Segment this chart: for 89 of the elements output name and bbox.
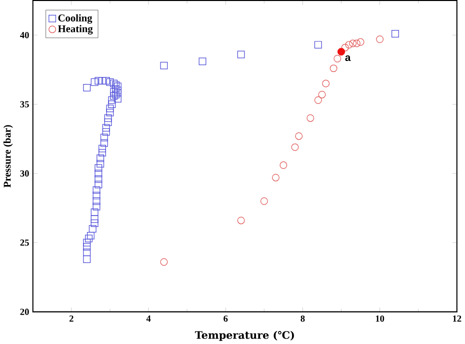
point — [237, 50, 245, 58]
point — [94, 180, 102, 188]
y-tick-label: 20 — [20, 308, 29, 315]
point — [291, 143, 299, 151]
point — [341, 44, 349, 52]
point — [114, 89, 122, 97]
point — [92, 197, 100, 205]
point — [100, 139, 108, 147]
annotation: a — [345, 55, 351, 61]
x-axis-title: Temperature (℃) — [194, 330, 294, 341]
point — [330, 64, 338, 72]
point — [108, 100, 116, 108]
point — [110, 88, 118, 96]
x-tick-label: 8 — [300, 315, 305, 322]
point — [318, 90, 326, 98]
point — [92, 186, 100, 194]
point — [96, 154, 104, 162]
point — [272, 174, 280, 182]
x-tick-label: 2 — [70, 315, 74, 322]
point — [94, 164, 102, 172]
point — [92, 202, 100, 210]
point — [90, 78, 98, 86]
point — [314, 96, 322, 104]
point — [83, 238, 91, 246]
point — [112, 85, 120, 93]
point — [337, 48, 346, 56]
point — [114, 82, 122, 90]
point — [94, 76, 102, 84]
legend-label: Heating — [58, 24, 93, 34]
y-tick-label: 40 — [20, 32, 29, 38]
point — [94, 175, 102, 183]
y-tick-label: 25 — [20, 239, 29, 246]
y-axis-title: Pressure (bar) — [3, 124, 13, 188]
point — [90, 208, 98, 216]
point — [108, 96, 116, 104]
point — [102, 124, 110, 132]
point — [83, 255, 91, 263]
point — [104, 118, 112, 126]
point — [260, 197, 268, 205]
legend-label: Cooling — [58, 14, 92, 24]
point — [90, 219, 98, 227]
point — [352, 40, 360, 47]
point — [94, 170, 102, 177]
point — [102, 128, 110, 136]
point — [237, 216, 245, 224]
x-tick-label: 12 — [452, 315, 462, 322]
point — [114, 94, 122, 102]
point — [160, 258, 168, 266]
x-tick-label: 10 — [376, 315, 384, 322]
point — [376, 35, 384, 43]
point — [86, 232, 94, 240]
x-tick-label: 4 — [146, 315, 151, 322]
x-tick-label: 6 — [224, 315, 228, 322]
point — [98, 144, 106, 152]
point — [102, 76, 110, 84]
point — [85, 234, 93, 242]
point — [345, 40, 353, 48]
point — [392, 30, 399, 38]
y-tick-label: 30 — [20, 170, 29, 176]
y-tick-label: 35 — [20, 100, 29, 108]
point — [104, 114, 112, 122]
point — [83, 84, 91, 92]
point — [160, 62, 168, 70]
point — [356, 38, 364, 46]
point — [314, 40, 322, 48]
point — [100, 134, 108, 142]
point — [322, 80, 330, 88]
point — [198, 57, 206, 65]
point — [110, 80, 118, 88]
point — [295, 132, 303, 140]
point — [98, 76, 106, 84]
point — [106, 104, 114, 112]
point — [114, 86, 122, 94]
point — [92, 192, 100, 200]
point — [83, 248, 91, 256]
point — [83, 242, 91, 250]
point — [334, 54, 342, 62]
point — [106, 108, 114, 116]
point — [112, 81, 120, 88]
point — [98, 148, 106, 156]
point — [349, 40, 357, 47]
point — [96, 160, 104, 168]
point — [280, 161, 288, 169]
point — [106, 78, 114, 86]
point — [90, 215, 98, 223]
point — [112, 90, 120, 98]
point — [110, 92, 118, 100]
point — [306, 114, 314, 122]
point — [88, 224, 96, 232]
